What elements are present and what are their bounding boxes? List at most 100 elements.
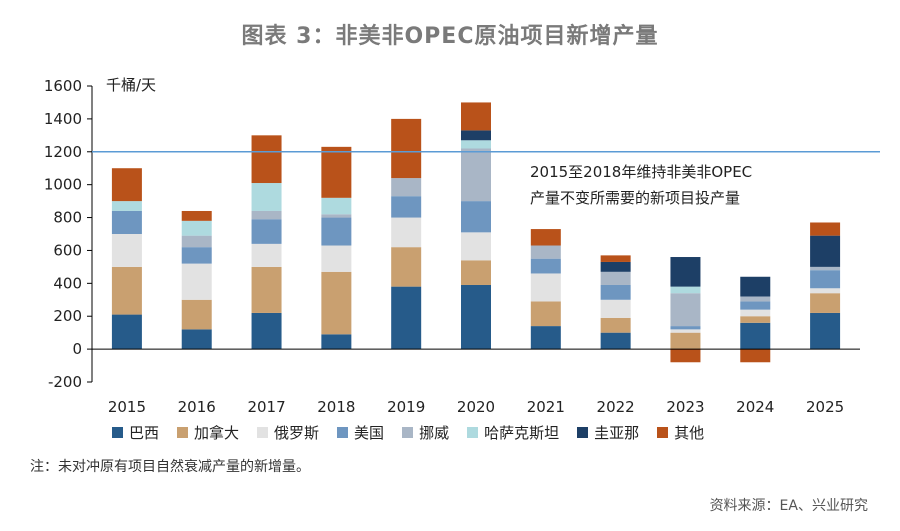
x-tick-label: 2018 <box>317 398 355 416</box>
bar-segment-2020 <box>461 148 491 202</box>
bar-segment-2018 <box>321 217 352 246</box>
bar-segment-2023 <box>670 349 701 363</box>
bar-segment-2016 <box>181 329 212 350</box>
bar-segment-2016 <box>181 235 212 248</box>
x-tick-label: 2023 <box>666 398 704 416</box>
bar-segment-2017 <box>251 210 282 220</box>
y-tick-label: 1600 <box>44 77 82 95</box>
bar-segment-2017 <box>251 266 282 313</box>
bar-segment-2016 <box>181 263 212 300</box>
bar-segment-2019 <box>391 196 422 218</box>
y-tick-label: 200 <box>53 307 82 325</box>
bar-segment-2020 <box>461 130 491 141</box>
bar-segment-2025 <box>810 235 841 267</box>
bar-segment-2021 <box>530 273 561 302</box>
bar-segment-2015 <box>111 168 142 202</box>
annotation-line-1: 2015至2018年维持非美非OPEC <box>530 163 752 181</box>
bar-segment-2019 <box>391 286 422 350</box>
x-tick-label: 2020 <box>457 398 495 416</box>
bar-segment-2022 <box>600 332 631 350</box>
bar-segment-2016 <box>181 299 212 330</box>
y-tick-label: 800 <box>53 209 82 227</box>
bar-segment-2024 <box>740 322 771 350</box>
legend-item: 哈萨克斯坦 <box>467 422 559 443</box>
bar-segment-2016 <box>181 220 212 236</box>
legend-item: 巴西 <box>112 422 159 443</box>
legend-swatch <box>257 426 269 438</box>
bar-segment-2024 <box>740 296 771 302</box>
bar-segment-2024 <box>740 301 771 310</box>
bar-segment-2018 <box>321 271 352 335</box>
x-axis: 2015 2016 2017 2018 2019 2020 2021 2022 2023 2024… <box>108 398 844 416</box>
x-tick-label: 2021 <box>527 398 565 416</box>
x-tick-label: 2019 <box>387 398 425 416</box>
legend-label: 巴西 <box>129 423 160 442</box>
bar-segment-2023 <box>670 326 701 330</box>
bar-segment-2024 <box>740 276 771 297</box>
bar-segment-2017 <box>251 219 282 244</box>
bar-segment-2015 <box>111 201 142 211</box>
legend-swatch <box>467 426 479 438</box>
bar-segment-2021 <box>530 258 561 274</box>
bar-segment-2022 <box>600 255 631 262</box>
legend-label: 俄罗斯 <box>274 423 320 442</box>
bar-segment-2022 <box>600 299 631 318</box>
x-tick-label: 2016 <box>178 398 216 416</box>
legend-item: 加拿大 <box>177 422 239 443</box>
bar-segment-2019 <box>391 247 422 287</box>
bar-segment-2020 <box>461 232 491 261</box>
chart-title: 图表 3：非美非OPEC原油项目新增产量 <box>241 24 659 49</box>
legend-label: 其他 <box>674 423 705 442</box>
bar-segment-2024 <box>740 349 771 363</box>
bar-segment-2020 <box>461 284 491 350</box>
legend-label: 哈萨克斯坦 <box>484 423 560 442</box>
bar-segment-2021 <box>530 326 561 350</box>
bar-segment-2015 <box>111 314 142 350</box>
footnote: 注：未对冲原有项目自然衰减产量的新增量。 <box>30 459 310 475</box>
legend-item: 美国 <box>337 422 384 443</box>
bar-segment-2025 <box>810 293 841 313</box>
bar-segment-2018 <box>321 245 352 272</box>
legend-item: 其他 <box>657 422 704 443</box>
bar-segment-2015 <box>111 266 142 315</box>
bar-segment-2022 <box>600 317 631 333</box>
bar-segment-2018 <box>321 197 352 215</box>
bars <box>111 102 841 363</box>
legend-swatch <box>337 426 349 438</box>
bar-segment-2018 <box>321 146 352 198</box>
bar-segment-2015 <box>111 234 142 267</box>
bar-segment-2025 <box>810 312 841 350</box>
bar-segment-2016 <box>181 247 212 264</box>
bar-segment-2020 <box>461 201 491 233</box>
bar-segment-2018 <box>321 334 352 350</box>
legend-item: 圭亚那 <box>577 422 639 443</box>
bar-segment-2023 <box>670 329 701 333</box>
bar-segment-2017 <box>251 183 282 211</box>
bar-segment-2023 <box>670 293 701 327</box>
bar-segment-2020 <box>461 102 491 131</box>
bar-segment-2021 <box>530 245 561 259</box>
legend-swatch <box>402 426 414 438</box>
x-tick-label: 2017 <box>247 398 285 416</box>
x-tick-label: 2025 <box>806 398 844 416</box>
legend-swatch <box>657 426 669 438</box>
bar-segment-2022 <box>600 271 631 285</box>
bar-segment-2023 <box>670 286 701 294</box>
bar-segment-2020 <box>461 260 491 285</box>
annotation-line-2: 产量不变所需要的新项目投产量 <box>530 189 740 207</box>
legend-label: 挪威 <box>419 423 450 442</box>
bar-segment-2021 <box>530 229 561 246</box>
bar-segment-2016 <box>181 210 212 221</box>
y-axis: -200 0 200 400 600 800 1000 1200 1400 1600 <box>44 77 92 391</box>
bar-segment-2017 <box>251 243 282 267</box>
bar-segment-2025 <box>810 270 841 289</box>
y-tick-label: -200 <box>48 373 82 391</box>
x-tick-label: 2015 <box>108 398 146 416</box>
bar-segment-2019 <box>391 178 422 197</box>
legend-label: 美国 <box>354 423 385 442</box>
bar-segment-2019 <box>391 118 422 179</box>
legend-swatch <box>177 426 189 438</box>
bar-segment-2024 <box>740 316 771 323</box>
legend: 巴西 加拿大 俄罗斯 美国 挪威 哈萨克斯坦 圭亚那 其他 <box>112 420 722 444</box>
bar-segment-2022 <box>600 284 631 300</box>
